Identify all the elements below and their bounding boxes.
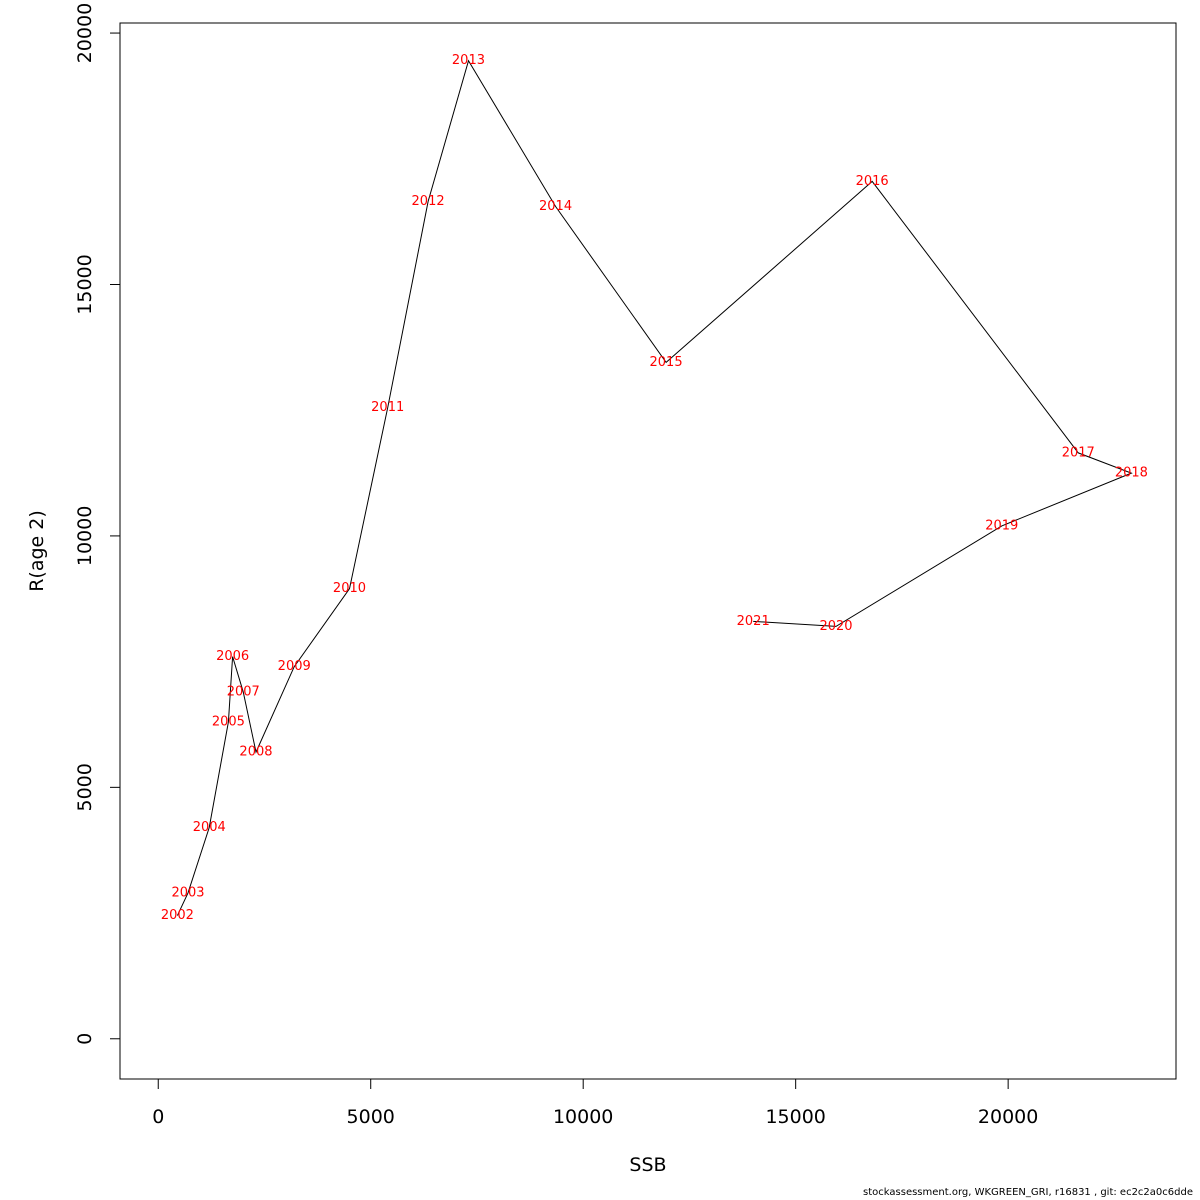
y-tick-label: 0	[74, 1033, 96, 1045]
x-tick-label: 5000	[347, 1106, 395, 1128]
year-label-2005: 2005	[212, 714, 245, 729]
y-tick-label: 20000	[74, 3, 96, 63]
year-label-2009: 2009	[278, 659, 311, 674]
y-tick-label: 15000	[74, 254, 96, 314]
x-tick-label: 0	[152, 1106, 164, 1128]
x-axis: 0 5000 10000 15000 20000	[152, 1078, 1038, 1128]
year-label-2020: 2020	[819, 619, 852, 634]
sr-trajectory-line	[176, 59, 1133, 916]
y-axis-title: R(age 2)	[26, 510, 48, 592]
y-axis: 0 5000 10000 15000 20000	[74, 3, 121, 1045]
plot-frame	[119, 22, 1177, 1080]
year-labels: 2002 2003 2004 2005 2006 2007 2008 2009 2010 2011…	[161, 53, 1148, 923]
year-label-2017: 2017	[1062, 445, 1095, 460]
x-axis-title: SSB	[629, 1154, 666, 1176]
x-tick-label: 20000	[978, 1106, 1038, 1128]
year-label-2014: 2014	[539, 199, 572, 214]
year-label-2010: 2010	[333, 581, 366, 596]
year-label-2019: 2019	[985, 518, 1018, 533]
year-label-2021: 2021	[737, 614, 770, 629]
year-label-2011: 2011	[371, 400, 404, 415]
year-label-2013: 2013	[452, 53, 485, 68]
year-label-2016: 2016	[856, 174, 889, 189]
year-label-2015: 2015	[650, 355, 683, 370]
x-tick-label: 10000	[553, 1106, 613, 1128]
y-tick-label: 10000	[74, 506, 96, 566]
footer-credit: stockassessment.org, WKGREEN_GRI, r16831…	[863, 1187, 1193, 1198]
year-label-2003: 2003	[171, 885, 204, 900]
year-label-2008: 2008	[239, 745, 272, 760]
year-label-2004: 2004	[193, 820, 226, 835]
year-label-2002: 2002	[161, 908, 194, 923]
year-label-2018: 2018	[1115, 466, 1148, 481]
year-label-2006: 2006	[216, 649, 249, 664]
year-label-2007: 2007	[227, 684, 260, 699]
year-label-2012: 2012	[412, 194, 445, 209]
y-tick-label: 5000	[74, 763, 96, 811]
x-tick-label: 15000	[765, 1106, 825, 1128]
